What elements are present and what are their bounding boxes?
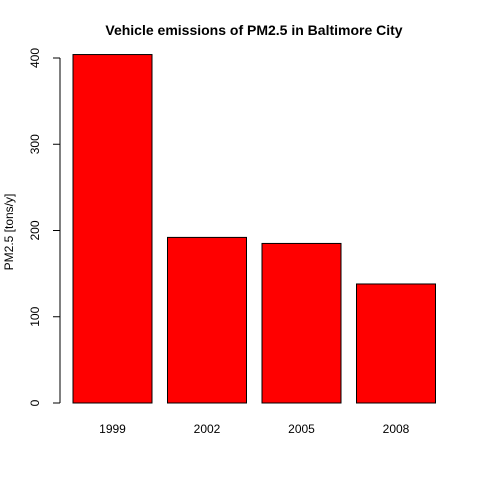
y-tick-label: 400 [28,48,42,68]
x-tick-label: 2005 [288,422,315,436]
bar-2005 [261,242,342,404]
bar-1999 [72,54,153,404]
y-tick-label: 100 [28,306,42,326]
bars [72,54,436,404]
x-tick-label: 2002 [194,422,221,436]
x-tick-label: 2008 [383,422,410,436]
y-axis: 0 100 200 300 400 [28,48,61,406]
y-tick-label: 0 [28,399,42,406]
bar-2008 [356,283,436,404]
x-axis-labels: 1999 2002 2005 2008 [99,422,410,436]
chart-title: Vehicle emissions of PM2.5 in Baltimore … [105,22,402,38]
y-axis-label: PM2.5 [tons/y] [2,194,16,271]
bar-2002 [167,236,247,404]
y-tick-label: 200 [28,220,42,240]
y-tick-label: 300 [28,134,42,154]
x-tick-label: 1999 [99,422,126,436]
